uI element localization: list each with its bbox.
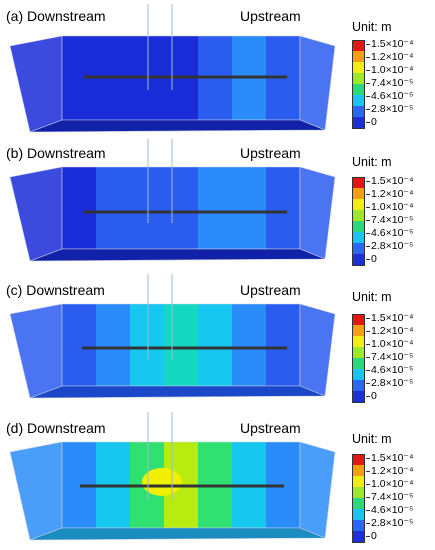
legend-tick-label: 7.4×10⁻⁵ <box>365 214 414 226</box>
legend-title: Unit: m <box>352 20 392 34</box>
legend-tick-label: 2.8×10⁻⁵ <box>365 377 414 389</box>
legend-tick-label: 7.4×10⁻⁵ <box>365 351 414 363</box>
legend-swatch <box>352 51 365 62</box>
upstream-label: Upstream <box>240 145 301 161</box>
panel-tag: (b) Downstream <box>6 145 106 161</box>
legend-swatch <box>352 73 365 84</box>
legend-tick-label: 0 <box>366 530 377 542</box>
legend-swatch <box>352 243 365 254</box>
model-base <box>29 385 326 399</box>
downstream-label: Downstream <box>27 145 106 161</box>
displacement-contour-model <box>9 4 336 133</box>
model-front <box>61 166 301 250</box>
legend-swatch <box>352 40 365 52</box>
legend-tick-label: 4.6×10⁻⁵ <box>365 90 414 102</box>
legend-tick-label: 2.8×10⁻⁵ <box>365 517 414 529</box>
downstream-label: Downstream <box>27 8 106 24</box>
legend-tick-label: 0 <box>366 253 377 265</box>
legend-tick-label: 1.0×10⁻⁴ <box>365 338 414 350</box>
panel-c: (c) Downstream Upstream Unit: m 1.5×10⁻⁴… <box>0 272 435 410</box>
legend-tick-label: 1.2×10⁻⁴ <box>365 51 414 63</box>
legend-tick-label: 0 <box>366 390 377 402</box>
upstream-label: Upstream <box>240 420 301 436</box>
legend-tick-label: 1.5×10⁻⁴ <box>365 452 414 464</box>
model-side-left <box>9 303 63 399</box>
panel-tag: (a) Downstream <box>6 8 106 24</box>
legend-swatch <box>352 358 365 369</box>
legend-tick-label: 4.6×10⁻⁵ <box>365 227 414 239</box>
legend-swatch <box>352 380 365 391</box>
model-base <box>29 119 326 133</box>
model-base <box>29 527 326 541</box>
legend-tick-label: 4.6×10⁻⁵ <box>365 504 414 516</box>
model-side-right <box>299 441 336 539</box>
legend-tick-label: 1.5×10⁻⁴ <box>365 312 414 324</box>
panel-tag: (c) Downstream <box>6 282 105 298</box>
model-side-right <box>299 303 336 397</box>
legend-swatch <box>352 531 365 543</box>
legend-swatch <box>352 199 365 210</box>
legend-tick-label: 1.2×10⁻⁴ <box>365 188 414 200</box>
legend-tick-label: 1.2×10⁻⁴ <box>365 325 414 337</box>
upstream-label: Upstream <box>240 8 301 24</box>
legend-tick-label: 1.2×10⁻⁴ <box>365 465 414 477</box>
legend-swatch <box>352 95 365 106</box>
displacement-contour-model <box>9 412 336 541</box>
model-side-right <box>299 35 336 131</box>
legend-swatch <box>352 476 365 487</box>
legend-swatch <box>352 391 365 403</box>
legend-tick-label: 1.5×10⁻⁴ <box>365 38 414 50</box>
legend-tick-label: 0 <box>366 116 377 128</box>
legend-swatch <box>352 336 365 347</box>
panel-a: (a) Downstream Upstream Unit: m 1.5×10⁻⁴… <box>0 0 435 137</box>
legend-tick-label: 7.4×10⁻⁵ <box>365 491 414 503</box>
legend-swatch <box>352 84 365 95</box>
panel-d: (d) Downstream Upstream Unit: m 1.5×10⁻⁴… <box>0 410 435 550</box>
legend-tick-label: 1.0×10⁻⁴ <box>365 478 414 490</box>
legend-swatch <box>352 117 365 129</box>
legend-tick-label: 1.5×10⁻⁴ <box>365 175 414 187</box>
model-side-left <box>9 441 63 541</box>
legend-swatch <box>352 221 365 232</box>
legend-tick-label: 2.8×10⁻⁵ <box>365 103 414 115</box>
model-side-right <box>299 166 336 260</box>
panel-b: (b) Downstream Upstream Unit: m 1.5×10⁻⁴… <box>0 137 435 272</box>
legend-swatch <box>352 254 365 266</box>
legend-swatch <box>352 314 365 326</box>
downstream-label: Downstream <box>26 282 105 298</box>
legend-swatch <box>352 465 365 476</box>
displacement-contour-model <box>9 139 336 262</box>
legend-swatch <box>352 177 365 189</box>
legend-swatch <box>352 106 365 117</box>
panel-tag: (d) Downstream <box>6 420 106 436</box>
upstream-label: Upstream <box>240 282 301 298</box>
legend-swatch <box>352 509 365 520</box>
legend-swatch <box>352 520 365 531</box>
model-side-left <box>9 166 63 262</box>
downstream-label: Downstream <box>27 420 106 436</box>
legend-swatch <box>352 188 365 199</box>
legend-title: Unit: m <box>352 290 392 304</box>
legend-tick-label: 4.6×10⁻⁵ <box>365 364 414 376</box>
legend-tick-label: 7.4×10⁻⁵ <box>365 77 414 89</box>
legend-swatch <box>352 498 365 509</box>
legend-tick-label: 2.8×10⁻⁵ <box>365 240 414 252</box>
model-front <box>61 303 301 387</box>
legend-swatch <box>352 369 365 380</box>
model-base <box>29 248 326 262</box>
legend-swatch <box>352 210 365 221</box>
legend-swatch <box>352 487 365 498</box>
legend-tick-label: 1.0×10⁻⁴ <box>365 201 414 213</box>
legend-title: Unit: m <box>352 432 392 446</box>
legend-swatch <box>352 454 365 466</box>
model-side-left <box>9 35 63 133</box>
legend-title: Unit: m <box>352 155 392 169</box>
legend-swatch <box>352 62 365 73</box>
legend-tick-label: 1.0×10⁻⁴ <box>365 64 414 76</box>
legend-swatch <box>352 347 365 358</box>
displacement-contour-model <box>9 274 336 399</box>
legend-swatch <box>352 325 365 336</box>
legend-swatch <box>352 232 365 243</box>
